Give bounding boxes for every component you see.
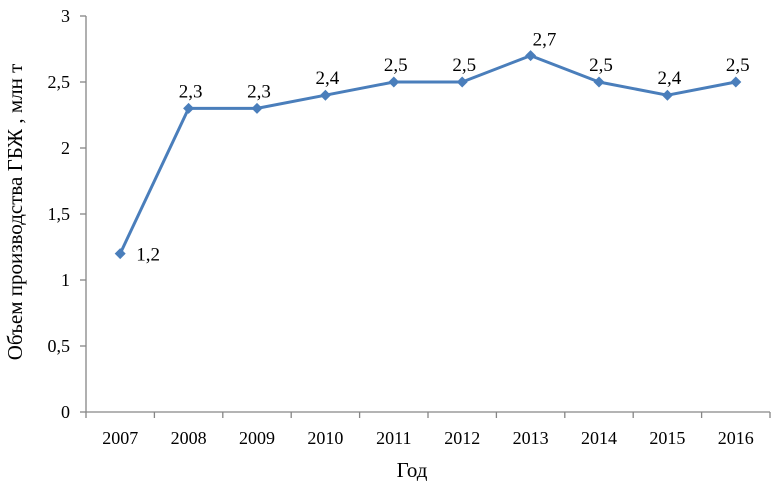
x-tick-label: 2007 (102, 428, 138, 448)
data-point (388, 76, 400, 88)
x-axis-title: Год (397, 458, 428, 482)
data-label: 2,5 (384, 55, 408, 76)
y-tick-label: 2 (61, 138, 70, 158)
data-label: 2,5 (726, 55, 750, 76)
x-tick-label: 2009 (239, 428, 275, 448)
y-tick-label: 0,5 (48, 336, 71, 356)
data-label: 2,5 (589, 55, 613, 76)
data-point (251, 102, 263, 114)
data-label: 2,5 (452, 55, 476, 76)
series (114, 50, 742, 260)
data-point (525, 50, 537, 62)
y-tick-labels: 0 0,5 1 1,5 2 2,5 3 (48, 6, 71, 422)
axes (80, 15, 771, 418)
x-tick-label: 2015 (649, 428, 685, 448)
series-line (118, 54, 737, 255)
x-tick-label: 2010 (307, 428, 343, 448)
y-tick-label: 1 (61, 270, 70, 290)
data-point (730, 76, 742, 88)
data-point (593, 76, 605, 88)
data-point (456, 76, 468, 88)
x-tick-label: 2016 (718, 428, 754, 448)
y-tick-label: 1,5 (48, 204, 71, 224)
data-point (661, 89, 673, 101)
y-tick-label: 2,5 (48, 72, 71, 92)
x-tick-label: 2012 (444, 428, 480, 448)
data-label: 2,3 (179, 81, 203, 102)
y-tick-label: 0 (61, 402, 70, 422)
x-tick-label: 2013 (513, 428, 549, 448)
data-point (183, 102, 195, 114)
data-label: 2,4 (316, 68, 340, 89)
x-tick-labels: 2007 2008 2009 2010 2011 2012 2013 2014 2015 2016 (102, 428, 754, 448)
x-tick-label: 2011 (376, 428, 411, 448)
data-point (114, 248, 126, 260)
data-point (319, 89, 331, 101)
y-axis-title: Объем производства ГБЖ , млн т (3, 64, 27, 361)
x-tick-label: 2014 (581, 428, 617, 448)
x-tick-label: 2008 (171, 428, 207, 448)
data-labels: 1,2 2,3 2,3 2,4 2,5 2,5 2,7 2,5 2,4 2,5 (136, 30, 749, 266)
y-tick-label: 3 (61, 6, 70, 26)
data-label: 1,2 (136, 245, 160, 266)
data-label: 2,3 (247, 81, 271, 102)
data-label: 2,7 (533, 30, 557, 51)
data-label: 2,4 (658, 68, 682, 89)
